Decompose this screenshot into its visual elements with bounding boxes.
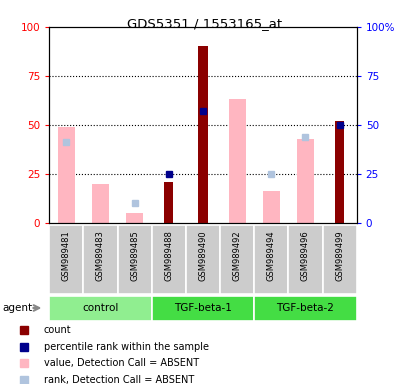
Bar — [220, 225, 254, 294]
Bar — [117, 225, 151, 294]
Text: GSM989496: GSM989496 — [300, 230, 309, 281]
Text: GSM989490: GSM989490 — [198, 230, 207, 281]
Bar — [288, 225, 322, 294]
Bar — [151, 296, 254, 321]
Text: GSM989485: GSM989485 — [130, 230, 139, 281]
Text: GSM989492: GSM989492 — [232, 230, 241, 281]
Bar — [254, 296, 356, 321]
Bar — [151, 225, 185, 294]
Text: agent: agent — [2, 303, 32, 313]
Bar — [296, 139, 313, 223]
Bar — [58, 127, 74, 223]
Bar — [334, 121, 344, 223]
Text: count: count — [43, 326, 71, 336]
Text: GSM989481: GSM989481 — [62, 230, 71, 281]
Bar — [49, 225, 83, 294]
Text: GSM989488: GSM989488 — [164, 230, 173, 281]
Bar — [92, 184, 109, 223]
Text: rank, Detection Call = ABSENT: rank, Detection Call = ABSENT — [43, 375, 193, 384]
Text: TGF-beta-1: TGF-beta-1 — [173, 303, 231, 313]
Bar — [49, 296, 151, 321]
Text: GDS5351 / 1553165_at: GDS5351 / 1553165_at — [127, 17, 282, 30]
Text: TGF-beta-2: TGF-beta-2 — [276, 303, 334, 313]
Bar — [254, 225, 288, 294]
Bar — [164, 182, 173, 223]
Bar — [126, 213, 143, 223]
Bar — [322, 225, 356, 294]
Bar — [198, 46, 207, 223]
Bar — [228, 99, 245, 223]
Text: value, Detection Call = ABSENT: value, Detection Call = ABSENT — [43, 358, 198, 368]
Text: control: control — [82, 303, 118, 313]
Bar — [185, 225, 220, 294]
Bar — [262, 191, 279, 223]
Text: GSM989483: GSM989483 — [96, 230, 105, 281]
Text: GSM989499: GSM989499 — [334, 230, 343, 281]
Text: GSM989494: GSM989494 — [266, 230, 275, 281]
Text: percentile rank within the sample: percentile rank within the sample — [43, 342, 208, 352]
Bar — [83, 225, 117, 294]
